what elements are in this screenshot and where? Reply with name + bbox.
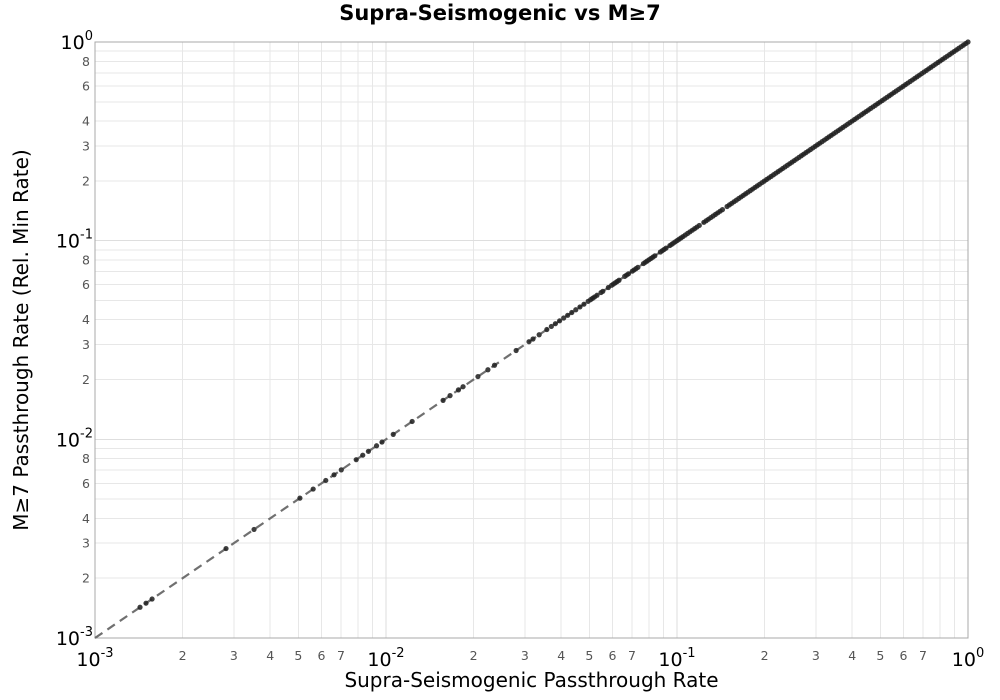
- x-tick-label-minor: 7: [628, 648, 636, 663]
- x-tick-label-minor: 5: [876, 648, 884, 663]
- data-point: [513, 347, 519, 354]
- data-point: [365, 448, 372, 454]
- data-point: [600, 288, 606, 294]
- data-point: [565, 312, 571, 318]
- x-tick-label-minor: 3: [230, 648, 238, 663]
- data-point: [573, 307, 579, 313]
- data-point: [310, 486, 316, 492]
- x-tick-label-minor: 4: [557, 648, 565, 663]
- data-point: [485, 367, 491, 373]
- data-point: [491, 362, 498, 368]
- data-point: [965, 39, 971, 45]
- y-tick-label-minor: 8: [82, 54, 90, 69]
- data-point: [526, 339, 532, 345]
- data-point: [409, 418, 415, 425]
- x-tick-label-minor: 6: [899, 648, 907, 663]
- data-point: [353, 457, 359, 463]
- y-tick-label-minor: 3: [82, 337, 90, 352]
- data-point: [455, 387, 462, 393]
- data-point: [635, 264, 641, 270]
- x-tick-label-minor: 3: [812, 648, 820, 663]
- data-point: [625, 271, 632, 277]
- x-tick-label-minor: 3: [521, 648, 529, 663]
- data-point: [223, 545, 229, 552]
- y-tick-label-minor: 6: [82, 79, 90, 94]
- x-tick-label-minor: 5: [294, 648, 302, 663]
- data-point: [552, 321, 558, 327]
- x-tick-label-minor: 6: [317, 648, 325, 663]
- y-tick-label-minor: 3: [82, 536, 90, 551]
- y-tick-label-major: 10-2: [56, 426, 93, 451]
- data-point: [447, 393, 453, 399]
- data-point: [719, 207, 726, 213]
- x-tick-label-minor: 7: [337, 648, 345, 663]
- data-point: [373, 443, 380, 449]
- data-point: [594, 292, 600, 298]
- data-point: [379, 439, 385, 445]
- y-tick-label-major: 10-3: [56, 625, 93, 650]
- data-point: [536, 332, 542, 338]
- data-point: [149, 596, 155, 602]
- data-point: [544, 326, 550, 333]
- data-point: [616, 277, 622, 283]
- y-tick-label-minor: 4: [82, 312, 90, 327]
- data-point: [331, 472, 337, 478]
- y-tick-label-minor: 4: [82, 114, 90, 129]
- y-tick-label-minor: 4: [82, 511, 90, 526]
- y-tick-label-minor: 2: [82, 372, 90, 387]
- data-point: [251, 526, 257, 533]
- data-point: [460, 384, 466, 390]
- chart-title: Supra-Seismogenic vs M≥7: [339, 1, 661, 25]
- data-point: [323, 477, 329, 484]
- y-tick-label-minor: 6: [82, 476, 90, 491]
- data-point: [360, 452, 366, 458]
- plot-border: [94, 41, 969, 639]
- y-axis-label: M≥7 Passthrough Rate (Rel. Min Rate): [9, 149, 33, 531]
- y-tick-label-minor: 8: [82, 451, 90, 466]
- data-point: [577, 304, 583, 310]
- data-point: [338, 467, 344, 473]
- x-tick-label-minor: 7: [919, 648, 927, 663]
- y-tick-label-major: 10-1: [56, 228, 93, 253]
- data-point: [548, 323, 554, 330]
- x-tick-label-minor: 4: [848, 648, 856, 663]
- x-tick-label-minor: 2: [179, 648, 187, 663]
- data-point: [390, 431, 396, 437]
- y-tick-label-major: 100: [61, 29, 93, 54]
- data-point: [143, 600, 149, 606]
- data-point: [440, 397, 446, 403]
- y-tick-label-minor: 2: [82, 173, 90, 188]
- data-point: [137, 604, 143, 610]
- x-tick-label-minor: 2: [470, 648, 478, 663]
- data-point: [652, 253, 658, 259]
- data-point: [581, 301, 587, 307]
- data-point: [561, 315, 567, 321]
- y-tick-label-minor: 6: [82, 277, 90, 292]
- data-point: [475, 373, 481, 380]
- data-point: [569, 309, 575, 316]
- y-tick-label-minor: 8: [82, 252, 90, 267]
- data-point: [530, 336, 536, 342]
- x-tick-label-minor: 2: [761, 648, 769, 663]
- data-point: [557, 318, 563, 324]
- y-tick-label-minor: 2: [82, 571, 90, 586]
- data-point: [297, 495, 303, 501]
- x-axis-label: Supra-Seismogenic Passthrough Rate: [344, 668, 719, 692]
- x-tick-label-minor: 5: [585, 648, 593, 663]
- data-point: [696, 222, 702, 229]
- x-tick-label-minor: 4: [266, 648, 274, 663]
- y-tick-label-minor: 3: [82, 138, 90, 153]
- data-point: [663, 245, 669, 251]
- x-tick-label-minor: 6: [608, 648, 616, 663]
